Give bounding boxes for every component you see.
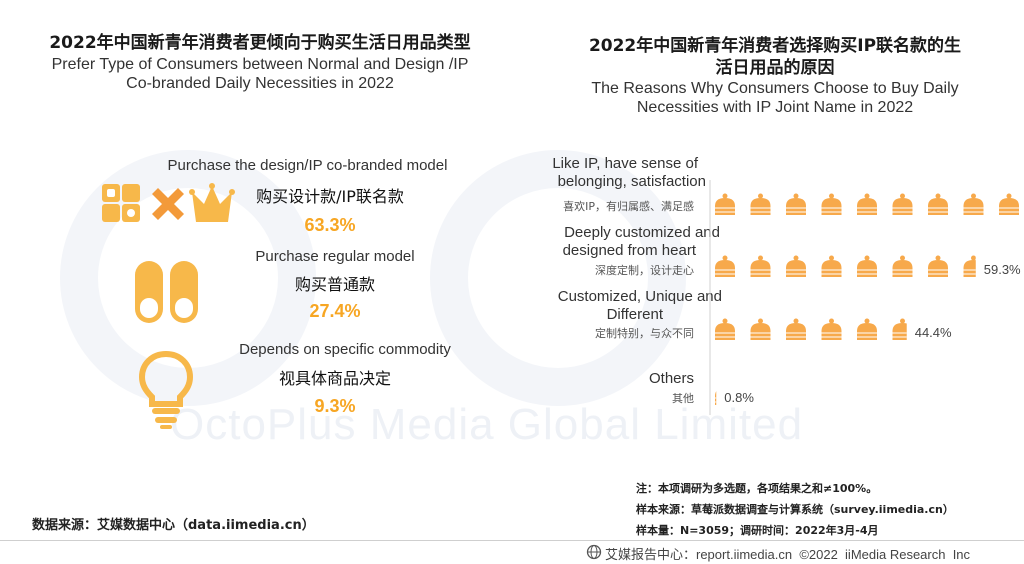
hat-icon <box>715 318 735 340</box>
left-item-2-pct: 27.4% <box>309 301 361 321</box>
hat-icon-partial <box>963 255 976 277</box>
hat-icon <box>892 255 913 277</box>
pictogram-chart: 70.3%59.3%44.4%0.8% <box>709 180 1021 415</box>
footer-text: 艾媒报告中心：report.iimedia.cn ©2022 iiMedia R… <box>605 547 971 562</box>
cat-1-en-line2: belonging, satisfaction <box>557 173 706 190</box>
hat-icon <box>857 255 877 277</box>
globe-icon <box>586 544 602 560</box>
hat-icon <box>750 318 771 340</box>
watermark-text: OctoPlus Media Global Limited <box>170 400 804 449</box>
cat-3-en-line2: Different <box>606 306 663 323</box>
cat-1-cn: 喜欢IP，有归属感、满足感 <box>563 200 694 213</box>
hat-icon <box>786 255 806 277</box>
right-title-en-line2: Necessities with IP Joint Name in 2022 <box>636 99 914 116</box>
hat-icon <box>857 193 877 215</box>
hat-icon <box>786 193 806 215</box>
left-item-3-en: Depends on specific commodity <box>239 341 451 358</box>
value-label: 44.4% <box>915 325 952 340</box>
hat-icon <box>963 193 984 215</box>
hat-icon <box>892 193 913 215</box>
left-item-3-pct: 9.3% <box>314 396 356 416</box>
lightbulb-icon <box>138 350 194 430</box>
hat-icon <box>821 318 842 340</box>
data-source: 数据来源：艾媒数据中心（data.iimedia.cn） <box>32 518 315 533</box>
slippers-icon <box>132 258 202 328</box>
left-item-3-cn: 视具体商品决定 <box>278 369 391 388</box>
hat-icon <box>928 193 948 215</box>
right-title-en-line1: The Reasons Why Consumers Choose to Buy … <box>591 80 959 97</box>
right-title-cn-line1: 2022年中国新青年消费者选择购买IP联名款的生 <box>588 36 962 56</box>
hat-icon-partial <box>715 391 717 405</box>
value-label: 59.3% <box>984 262 1021 277</box>
left-item-2-en: Purchase regular model <box>255 248 415 265</box>
left-item-2-cn: 购买普通款 <box>294 275 375 294</box>
cat-2-en-line2: designed from heart <box>562 242 696 259</box>
hat-icon-partial <box>892 318 907 340</box>
hat-icon <box>999 193 1019 215</box>
hat-icon <box>928 255 948 277</box>
left-title-cn: 2022年中国新青年消费者更倾向于购买生活日用品类型 <box>49 33 471 53</box>
cat-4-en-line1: Others <box>648 370 694 387</box>
left-item-1-cn: 购买设计款/IP联名款 <box>256 187 404 206</box>
note-multiple-choice: 注：本项调研为多选题，各项结果之和≠100%。 <box>636 482 878 495</box>
hat-icon <box>715 255 735 277</box>
cat-3-en-line1: Customized, Unique and <box>557 288 722 305</box>
hat-icon <box>857 318 877 340</box>
cat-4-cn: 其他 <box>672 392 694 405</box>
cat-3-cn: 定制特别，与众不同 <box>595 327 694 340</box>
right-title-cn-line2: 活日用品的原因 <box>715 58 835 78</box>
left-item-1-en: Purchase the design/IP co-branded model <box>167 157 448 174</box>
design-ip-icon <box>100 180 250 230</box>
hat-icon <box>750 255 771 277</box>
cat-2-cn: 深度定制，设计走心 <box>595 264 694 277</box>
left-title-en-line2: Co-branded Daily Necessities in 2022 <box>126 75 394 92</box>
cat-1-en-line1: Like IP, have sense of <box>552 155 698 172</box>
hat-icon <box>750 193 771 215</box>
note-sample-size: 样本量：N=3059；调研时间：2022年3月-4月 <box>636 524 879 537</box>
note-sample-source: 样本来源：草莓派数据调查与计算系统（survey.iimedia.cn） <box>636 503 954 516</box>
value-label: 0.8% <box>724 390 754 405</box>
hat-icon <box>821 193 842 215</box>
hat-icon <box>786 318 806 340</box>
hat-icon <box>821 255 842 277</box>
left-title-en-line1: Prefer Type of Consumers between Normal … <box>51 56 469 73</box>
hat-icon <box>715 193 735 215</box>
left-item-1-pct: 63.3% <box>304 215 356 235</box>
footer-divider <box>0 540 1024 541</box>
cat-2-en-line1: Deeply customized and <box>564 224 720 241</box>
